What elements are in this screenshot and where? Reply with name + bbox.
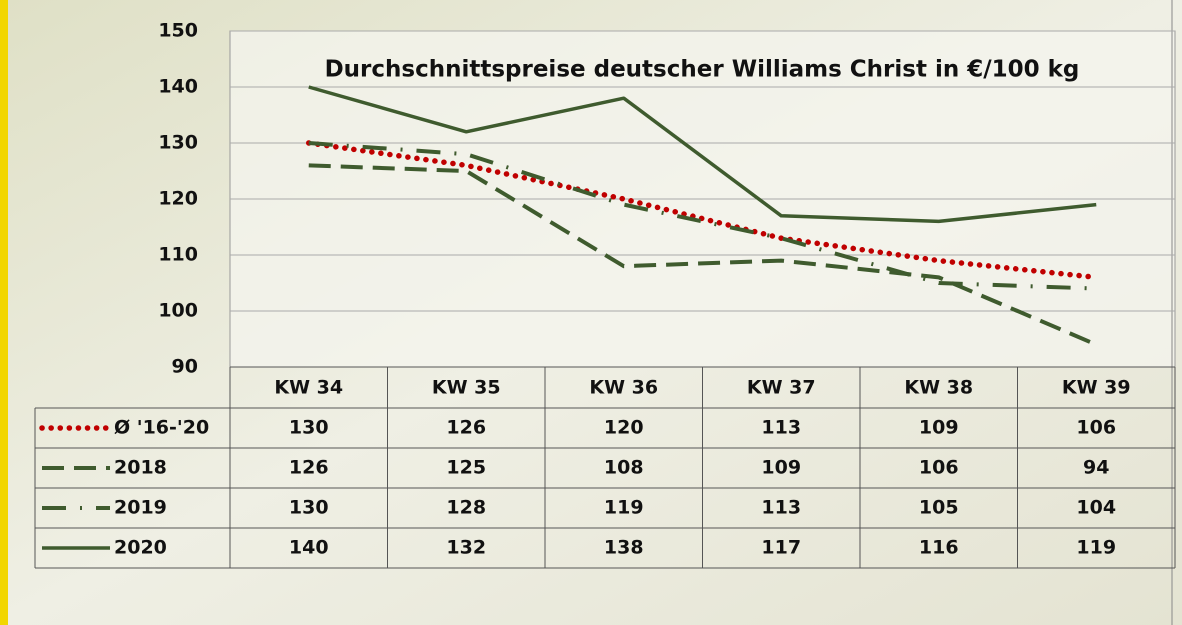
y-tick-label: 120 <box>158 188 198 210</box>
table-value: 94 <box>1083 457 1109 479</box>
legend-label: 2018 <box>114 457 167 479</box>
y-tick-label: 110 <box>158 244 198 266</box>
x-tick-label: KW 39 <box>1062 377 1131 399</box>
table-value: 113 <box>761 417 801 439</box>
x-tick-label: KW 34 <box>274 377 343 399</box>
y-tick-label: 130 <box>158 132 198 154</box>
table-value: 128 <box>446 497 486 519</box>
legend-label: 2020 <box>114 537 167 559</box>
table-value: 120 <box>604 417 644 439</box>
table-value: 119 <box>1076 537 1116 559</box>
table-value: 117 <box>761 537 801 559</box>
table-value: 125 <box>446 457 486 479</box>
legend-label: Ø '16-'20 <box>114 417 209 439</box>
y-tick-label: 140 <box>158 76 198 98</box>
table-value: 130 <box>289 417 329 439</box>
table-value: 140 <box>289 537 329 559</box>
chart: Durchschnittspreise deutscher Williams C… <box>0 0 1182 625</box>
table-value: 109 <box>919 417 959 439</box>
table-value: 130 <box>289 497 329 519</box>
table-value: 106 <box>1076 417 1116 439</box>
x-tick-label: KW 36 <box>589 377 658 399</box>
chart-title: Durchschnittspreise deutscher Williams C… <box>325 57 1080 83</box>
table-value: 138 <box>604 537 644 559</box>
table-value: 126 <box>289 457 329 479</box>
table-value: 108 <box>604 457 644 479</box>
x-tick-label: KW 38 <box>904 377 973 399</box>
table-value: 116 <box>919 537 959 559</box>
legend-label: 2019 <box>114 497 167 519</box>
table-value: 106 <box>919 457 959 479</box>
table-value: 104 <box>1076 497 1116 519</box>
table-value: 113 <box>761 497 801 519</box>
left-stripe <box>0 0 8 625</box>
table-value: 126 <box>446 417 486 439</box>
table-value: 105 <box>919 497 959 519</box>
table-value: 119 <box>604 497 644 519</box>
y-tick-label: 100 <box>158 300 198 322</box>
table-value: 132 <box>446 537 486 559</box>
table-value: 109 <box>761 457 801 479</box>
y-tick-label: 90 <box>172 356 198 378</box>
x-tick-label: KW 35 <box>432 377 501 399</box>
y-tick-label: 150 <box>158 20 198 42</box>
x-tick-label: KW 37 <box>747 377 816 399</box>
